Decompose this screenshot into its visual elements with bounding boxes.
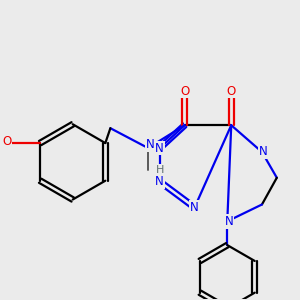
Text: O: O [226, 85, 236, 98]
Text: N: N [259, 146, 268, 158]
Text: H: H [155, 165, 164, 175]
Text: O: O [2, 135, 12, 148]
Text: N: N [146, 138, 155, 151]
Text: N: N [155, 142, 164, 154]
Text: N: N [155, 175, 164, 188]
Text: N: N [224, 215, 233, 228]
Text: N: N [190, 201, 198, 214]
Text: O: O [180, 85, 189, 98]
